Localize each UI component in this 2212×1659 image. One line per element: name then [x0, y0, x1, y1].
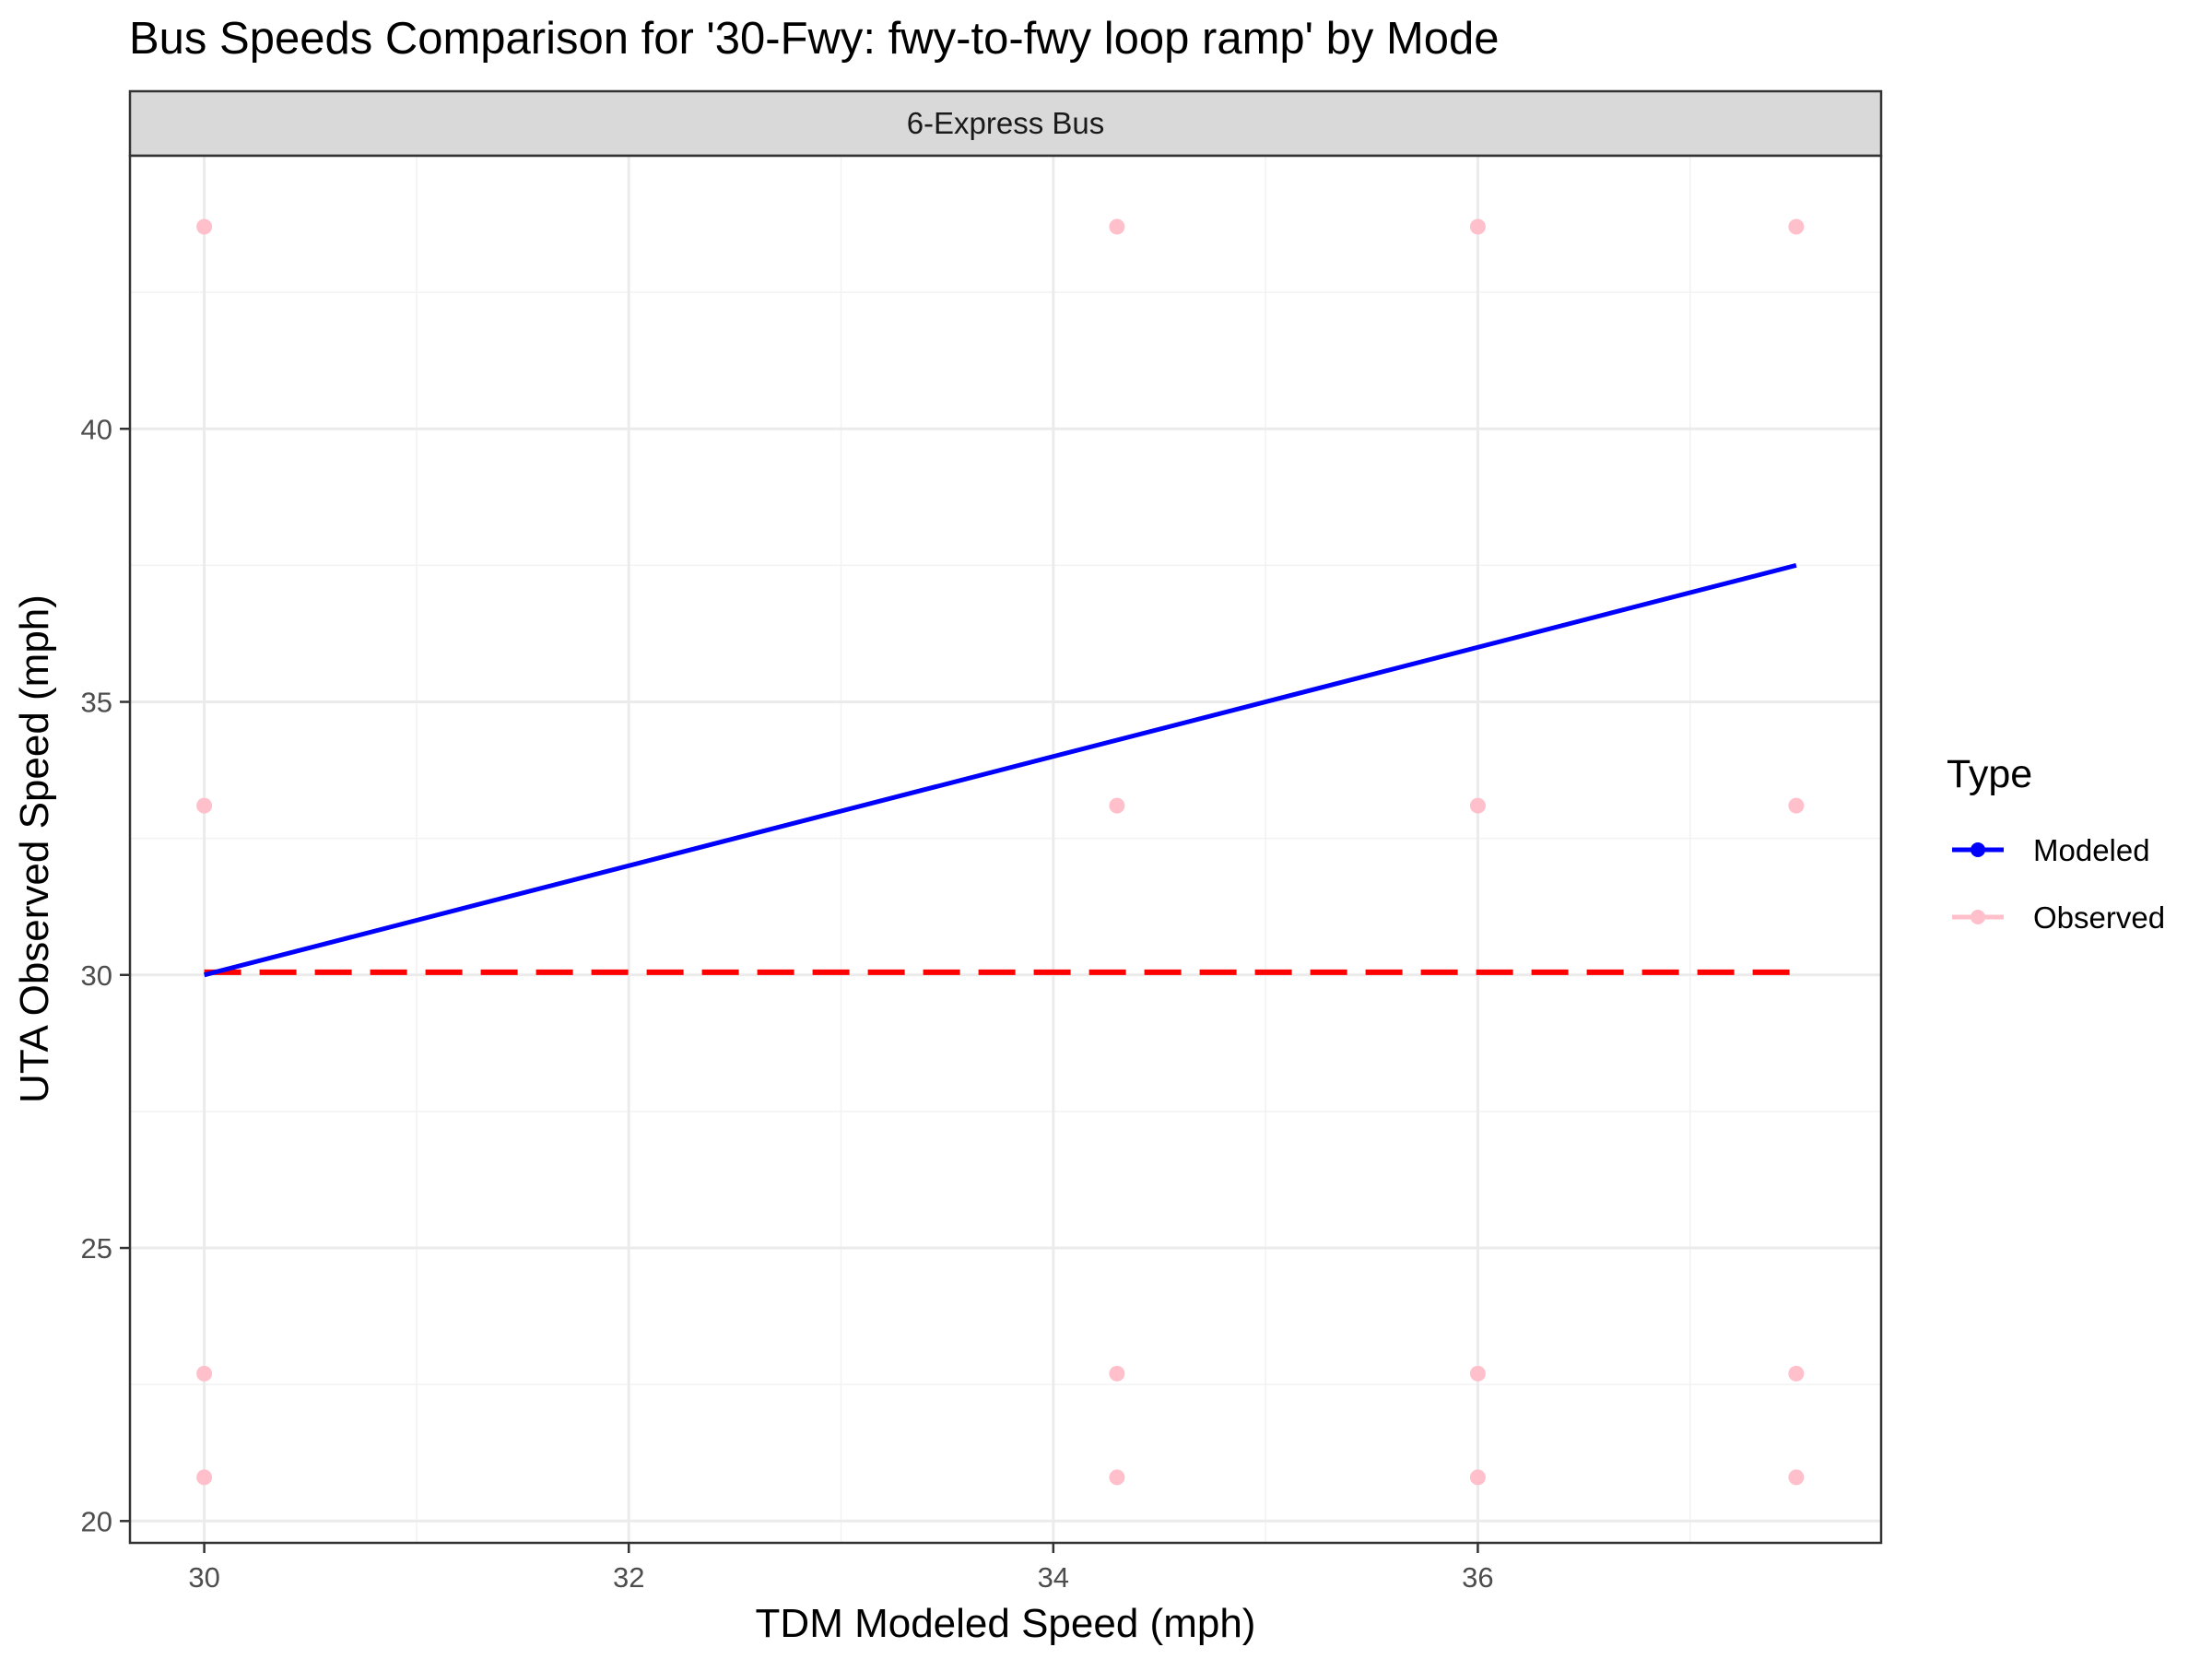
panel-border	[128, 154, 1883, 1545]
observed-point	[1788, 218, 1805, 235]
y-tick-label: 20	[81, 1505, 112, 1537]
observed-point	[1109, 218, 1125, 235]
x-axis-title: TDM Modeled Speed (mph)	[756, 1601, 1256, 1646]
observed-point	[1469, 1365, 1486, 1382]
facet-strip	[128, 89, 1883, 158]
observed-point	[1469, 797, 1486, 814]
x-tick-label: 32	[613, 1561, 644, 1594]
facet-label: 6-Express Bus	[907, 106, 1105, 140]
plot-panel	[130, 156, 1881, 1543]
observed-points	[196, 218, 1805, 1486]
observed-point	[1469, 1469, 1486, 1486]
observed-point	[196, 218, 213, 235]
y-axis: 20 25 30 35 40	[81, 413, 130, 1537]
observed-point	[1109, 797, 1125, 814]
x-axis: 30 32 34 36	[188, 1543, 1494, 1594]
y-axis-title: UTA Observed Speed (mph)	[12, 594, 57, 1103]
y-tick-label: 35	[81, 687, 112, 719]
observed-point	[1469, 218, 1486, 235]
observed-point	[196, 797, 213, 814]
legend-label: Modeled	[2033, 833, 2150, 867]
chart-title: Bus Speeds Comparison for '30-Fwy: fwy-t…	[129, 14, 1500, 64]
series-lines	[203, 562, 1797, 978]
legend-key-point	[1971, 910, 1985, 924]
legend-label: Observed	[2033, 900, 2165, 935]
x-tick-label: 34	[1038, 1561, 1069, 1594]
observed-point	[1788, 1469, 1805, 1486]
legend-key-point	[1971, 842, 1985, 857]
x-tick-label: 36	[1462, 1561, 1493, 1594]
y-tick-label: 25	[81, 1232, 112, 1265]
observed-point	[1109, 1469, 1125, 1486]
minor-gridlines	[130, 156, 1881, 1543]
legend-title: Type	[1947, 752, 2032, 796]
x-tick-label: 30	[188, 1561, 219, 1594]
y-tick-label: 30	[81, 959, 112, 992]
observed-point	[196, 1365, 213, 1382]
observed-point	[1788, 1365, 1805, 1382]
observed-point	[196, 1469, 213, 1486]
legend: Type Modeled Observed	[1947, 752, 2165, 935]
observed-point	[1109, 1365, 1125, 1382]
observed-point	[1788, 797, 1805, 814]
modeled-line	[203, 562, 1797, 978]
y-tick-label: 40	[81, 413, 112, 445]
